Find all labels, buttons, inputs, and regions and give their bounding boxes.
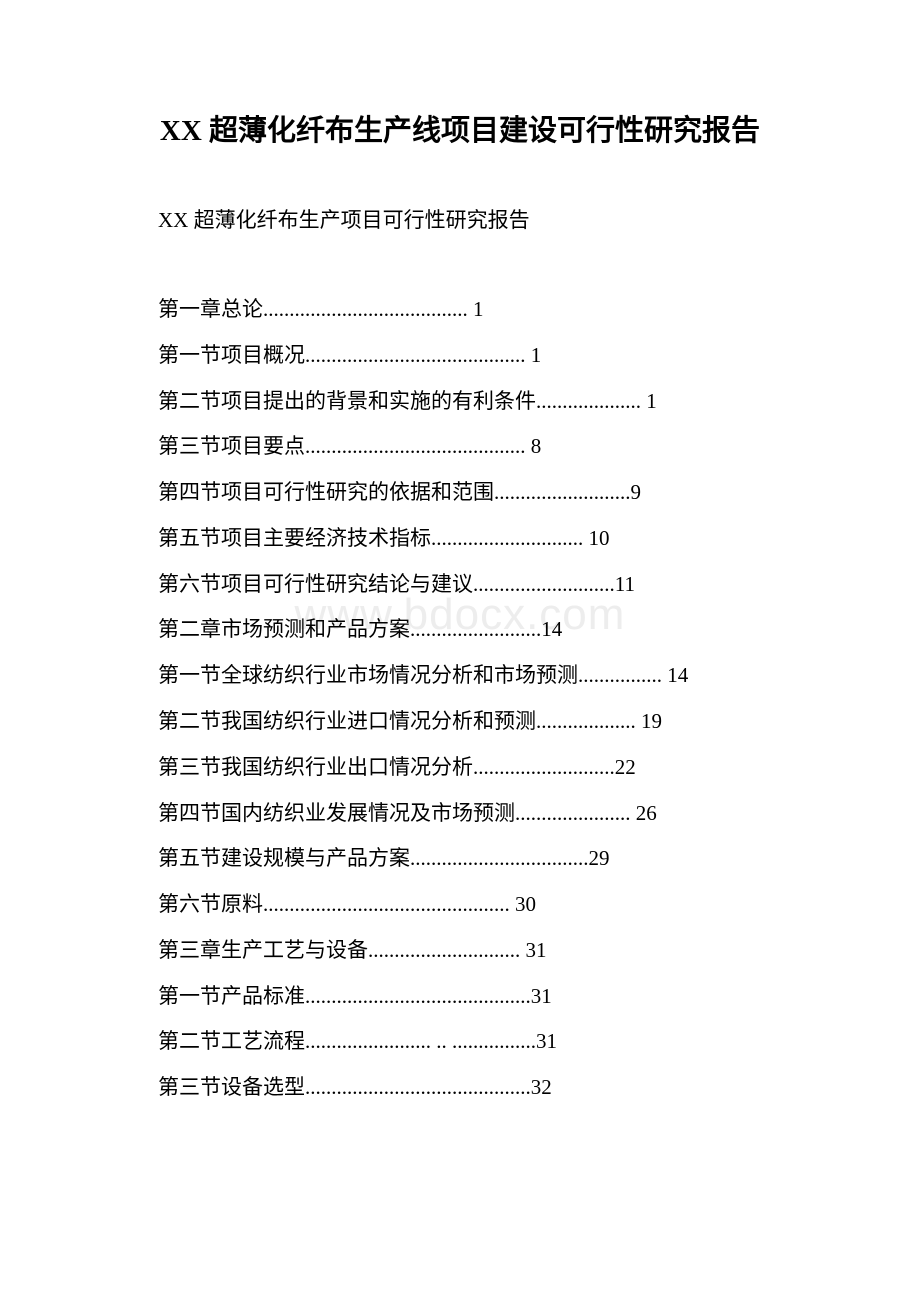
- toc-item: 第六节原料...................................…: [158, 882, 800, 928]
- toc-item: 第一节全球纺织行业市场情况分析和市场预测................ 14: [158, 653, 800, 699]
- toc-item: 第五节建设规模与产品方案............................…: [158, 836, 800, 882]
- toc-item: 第一节项目概况.................................…: [158, 333, 800, 379]
- toc-item: 第二节项目提出的背景和实施的有利条件.................... 1: [158, 379, 800, 425]
- toc-item: 第四节国内纺织业发展情况及市场预测...................... …: [158, 791, 800, 837]
- toc-item: 第一节产品标准.................................…: [158, 974, 800, 1020]
- toc-item: 第三节设备选型.................................…: [158, 1065, 800, 1111]
- table-of-contents: 第一章总论...................................…: [120, 287, 800, 1111]
- document-subtitle: XX 超薄化纤布生产项目可行性研究报告: [120, 204, 800, 238]
- toc-item: 第一章总论...................................…: [158, 287, 800, 333]
- toc-item: 第五节项目主要经济技术指标...........................…: [158, 516, 800, 562]
- toc-item: 第二章市场预测和产品方案.........................14: [158, 607, 800, 653]
- document-page: XX 超薄化纤布生产线项目建设可行性研究报告 XX 超薄化纤布生产项目可行性研究…: [0, 0, 920, 1191]
- toc-item: 第三章生产工艺与设备............................. …: [158, 928, 800, 974]
- toc-item: 第二节我国纺织行业进口情况分析和预测................... 19: [158, 699, 800, 745]
- toc-item: 第二节工艺流程........................ .. .....…: [158, 1019, 800, 1065]
- toc-item: 第三节我国纺织行业出口情况分析.........................…: [158, 745, 800, 791]
- document-title: XX 超薄化纤布生产线项目建设可行性研究报告: [120, 110, 800, 154]
- toc-item: 第六节项目可行性研究结论与建议.........................…: [158, 562, 800, 608]
- toc-item: 第三节项目要点.................................…: [158, 424, 800, 470]
- toc-item: 第四节项目可行性研究的依据和范围........................…: [158, 470, 800, 516]
